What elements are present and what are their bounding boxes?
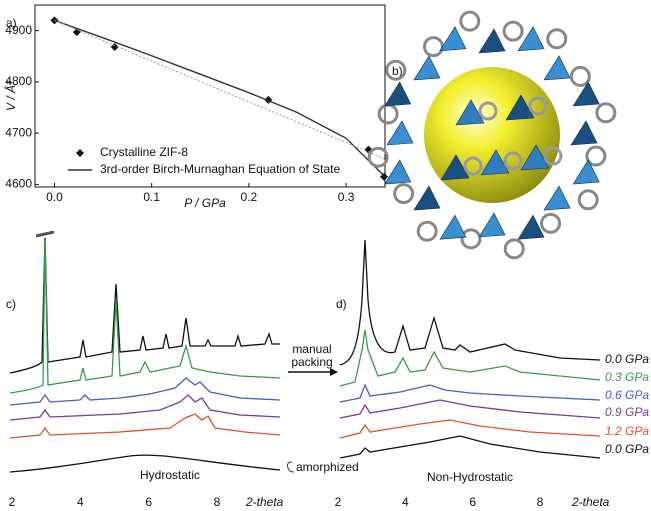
pressure-label: 0.6 GPa bbox=[605, 388, 649, 402]
linker-ring bbox=[579, 191, 597, 209]
linker-ring bbox=[597, 104, 615, 122]
tetrahedron bbox=[414, 186, 440, 210]
pattern bbox=[340, 436, 600, 458]
linker-ring bbox=[461, 12, 479, 30]
linker-ring bbox=[418, 222, 436, 240]
x-tick-label: 6 bbox=[145, 495, 152, 509]
panel-d: d) Non-Hydrostatic 2-theta bbox=[336, 240, 610, 509]
legend-label: Crystalline ZIF-8 bbox=[100, 145, 188, 159]
line bbox=[54, 20, 385, 158]
pressure-label: 0.0 GPa bbox=[605, 352, 649, 366]
linker-ring bbox=[369, 148, 387, 166]
pressure-label: 0.0 GPa bbox=[605, 442, 649, 456]
pattern bbox=[10, 238, 280, 373]
legend-marker bbox=[76, 149, 84, 157]
pattern bbox=[340, 385, 600, 402]
legend-label: 3rd-order Birch-Murnaghan Equation of St… bbox=[100, 162, 340, 176]
linker-ring bbox=[462, 230, 480, 248]
pattern bbox=[340, 400, 600, 418]
x-tick-label: 8 bbox=[537, 495, 544, 509]
x-tick-label: 0.2 bbox=[241, 190, 258, 204]
tetrahedron bbox=[414, 56, 440, 80]
x-tick-label: 8 bbox=[214, 495, 221, 509]
pressure-label: 0.9 GPa bbox=[605, 405, 649, 419]
linker-ring bbox=[571, 67, 589, 85]
pattern bbox=[10, 240, 280, 393]
x-tick-label: 0.0 bbox=[46, 190, 63, 204]
x-axis-label: 2-theta bbox=[571, 495, 610, 509]
x-tick-label: 4 bbox=[77, 495, 84, 509]
pattern bbox=[340, 240, 600, 365]
linker-ring bbox=[424, 38, 442, 56]
arrow-label: packing bbox=[291, 355, 332, 369]
x-tick-label: 0.1 bbox=[143, 190, 160, 204]
y-axis-label: V / Å³ bbox=[3, 80, 18, 111]
tetrahedron bbox=[544, 56, 570, 80]
linker-ring bbox=[548, 30, 566, 48]
panel-label: d) bbox=[336, 297, 347, 311]
panel-a: a)46004700480049000.00.10.20.3P / GPaV /… bbox=[3, 5, 388, 210]
caption: Non-Hydrostatic bbox=[427, 470, 513, 484]
figure: a)46004700480049000.00.10.20.3P / GPaV /… bbox=[0, 0, 651, 511]
tetrahedron bbox=[440, 215, 466, 239]
x-tick-label: 2 bbox=[335, 495, 342, 509]
tetrahedron bbox=[479, 213, 505, 237]
y-tick-label: 4900 bbox=[5, 23, 32, 37]
pattern bbox=[340, 420, 600, 438]
brace bbox=[288, 462, 295, 472]
panel-b: b) bbox=[369, 12, 615, 258]
linker-ring bbox=[379, 105, 397, 123]
tetrahedron bbox=[440, 27, 466, 51]
tetrahedron bbox=[544, 186, 570, 210]
x-axis-label: 2-theta bbox=[245, 495, 284, 509]
tetrahedron bbox=[571, 121, 597, 145]
cage-sphere bbox=[424, 67, 560, 203]
x-axis-label: P / GPa bbox=[184, 196, 226, 210]
y-tick-label: 4600 bbox=[5, 177, 32, 191]
x-tick-label: 4 bbox=[402, 495, 409, 509]
tetrahedron bbox=[518, 215, 544, 239]
arrow: manual packing bbox=[288, 342, 338, 376]
arrow-head bbox=[330, 368, 338, 376]
y-tick-label: 4700 bbox=[5, 125, 32, 139]
panel-label: c) bbox=[6, 297, 16, 311]
pressure-label: 1.2 GPa bbox=[605, 424, 649, 438]
x-tick-label: 2 bbox=[9, 495, 16, 509]
panel-c: c) Hydrostatic amorphized 2-theta bbox=[6, 232, 359, 509]
linker-ring bbox=[505, 240, 523, 258]
clip-bar bbox=[36, 232, 54, 236]
annotation: amorphized bbox=[296, 460, 359, 474]
tetrahedron bbox=[387, 121, 413, 145]
tetrahedron bbox=[385, 82, 411, 106]
linker-ring bbox=[504, 22, 522, 40]
x-tick-label: 0.3 bbox=[338, 190, 355, 204]
pattern bbox=[10, 395, 280, 420]
arrow-label: manual bbox=[292, 342, 331, 356]
tetrahedron bbox=[479, 29, 505, 53]
tetrahedron bbox=[385, 160, 411, 184]
pattern bbox=[10, 378, 280, 405]
linker-ring bbox=[542, 214, 560, 232]
x-tick-label: 6 bbox=[469, 495, 476, 509]
linker-ring bbox=[395, 185, 413, 203]
pressure-label: 0.3 GPa bbox=[605, 370, 649, 384]
caption: Hydrostatic bbox=[140, 468, 200, 482]
